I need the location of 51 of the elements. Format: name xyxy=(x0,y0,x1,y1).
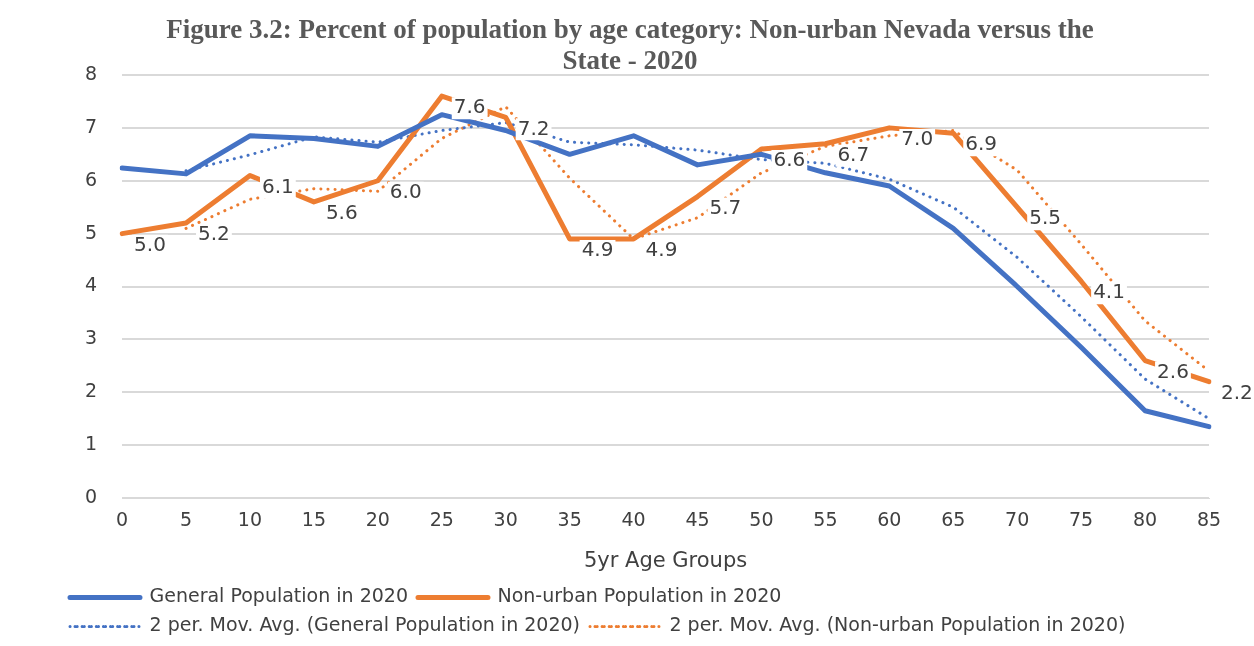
x-tick-label: 0 xyxy=(116,508,129,531)
x-tick-label: 55 xyxy=(813,508,838,531)
x-tick-label: 80 xyxy=(1132,508,1158,531)
y-tick-label: 0 xyxy=(84,484,98,507)
x-tick-label: 25 xyxy=(429,508,454,531)
y-tick-label: 5 xyxy=(84,220,98,243)
x-tick-label: 60 xyxy=(877,508,902,531)
x-tick-label: 35 xyxy=(557,508,582,531)
data-label: 2.2 xyxy=(1221,379,1253,404)
data-label: 6.9 xyxy=(965,131,998,156)
legend-label: Non-urban Population in 2020 xyxy=(497,584,782,607)
data-label: 4.9 xyxy=(581,237,614,262)
data-label: 2.6 xyxy=(1157,358,1189,383)
x-tick-label: 20 xyxy=(365,508,390,531)
legend-label: 2 per. Mov. Avg. (Non-urban Population in 2020) xyxy=(669,613,1126,636)
data-label: 6.6 xyxy=(773,147,806,172)
y-tick-label: 8 xyxy=(84,61,98,84)
x-tick-label: 40 xyxy=(621,508,646,531)
data-label: 7.2 xyxy=(517,115,550,140)
data-label: 5.7 xyxy=(709,194,742,219)
legend-label: 2 per. Mov. Avg. (General Population in 2020) xyxy=(149,613,580,636)
data-label: 5.0 xyxy=(134,231,166,256)
data-label: 5.2 xyxy=(198,221,230,246)
x-tick-label: 85 xyxy=(1196,508,1222,531)
data-label: 6.0 xyxy=(389,178,422,203)
y-tick-label: 2 xyxy=(84,379,98,402)
x-tick-label: 10 xyxy=(237,508,263,531)
data-label: 5.5 xyxy=(1029,205,1061,230)
y-tick-label: 3 xyxy=(84,326,98,349)
data-label: 7.0 xyxy=(901,126,934,151)
x-tick-label: 45 xyxy=(685,508,710,531)
data-label: 4.1 xyxy=(1093,279,1125,304)
x-axis-title: 5yr Age Groups xyxy=(583,547,748,572)
x-tick-label: 15 xyxy=(301,508,326,531)
x-tick-label: 50 xyxy=(749,508,774,531)
legend-label: General Population in 2020 xyxy=(149,584,408,607)
chart-title: Figure 3.2: Percent of population by age category: Non-urban Nevada versus the State - 2020 xyxy=(165,14,1095,76)
data-label: 7.6 xyxy=(453,94,486,119)
data-label: 5.6 xyxy=(325,200,358,225)
y-tick-label: 7 xyxy=(84,114,98,137)
data-label: 4.9 xyxy=(645,237,678,262)
y-tick-label: 6 xyxy=(84,167,98,190)
data-label: 6.1 xyxy=(261,173,294,198)
data-label: 6.7 xyxy=(837,141,870,166)
y-tick-label: 4 xyxy=(84,273,98,296)
x-tick-label: 70 xyxy=(1005,508,1030,531)
y-tick-label: 1 xyxy=(84,432,98,455)
x-tick-label: 65 xyxy=(941,508,966,531)
x-tick-label: 75 xyxy=(1069,508,1094,531)
x-tick-label: 30 xyxy=(493,508,518,531)
x-tick-label: 5 xyxy=(179,508,193,531)
